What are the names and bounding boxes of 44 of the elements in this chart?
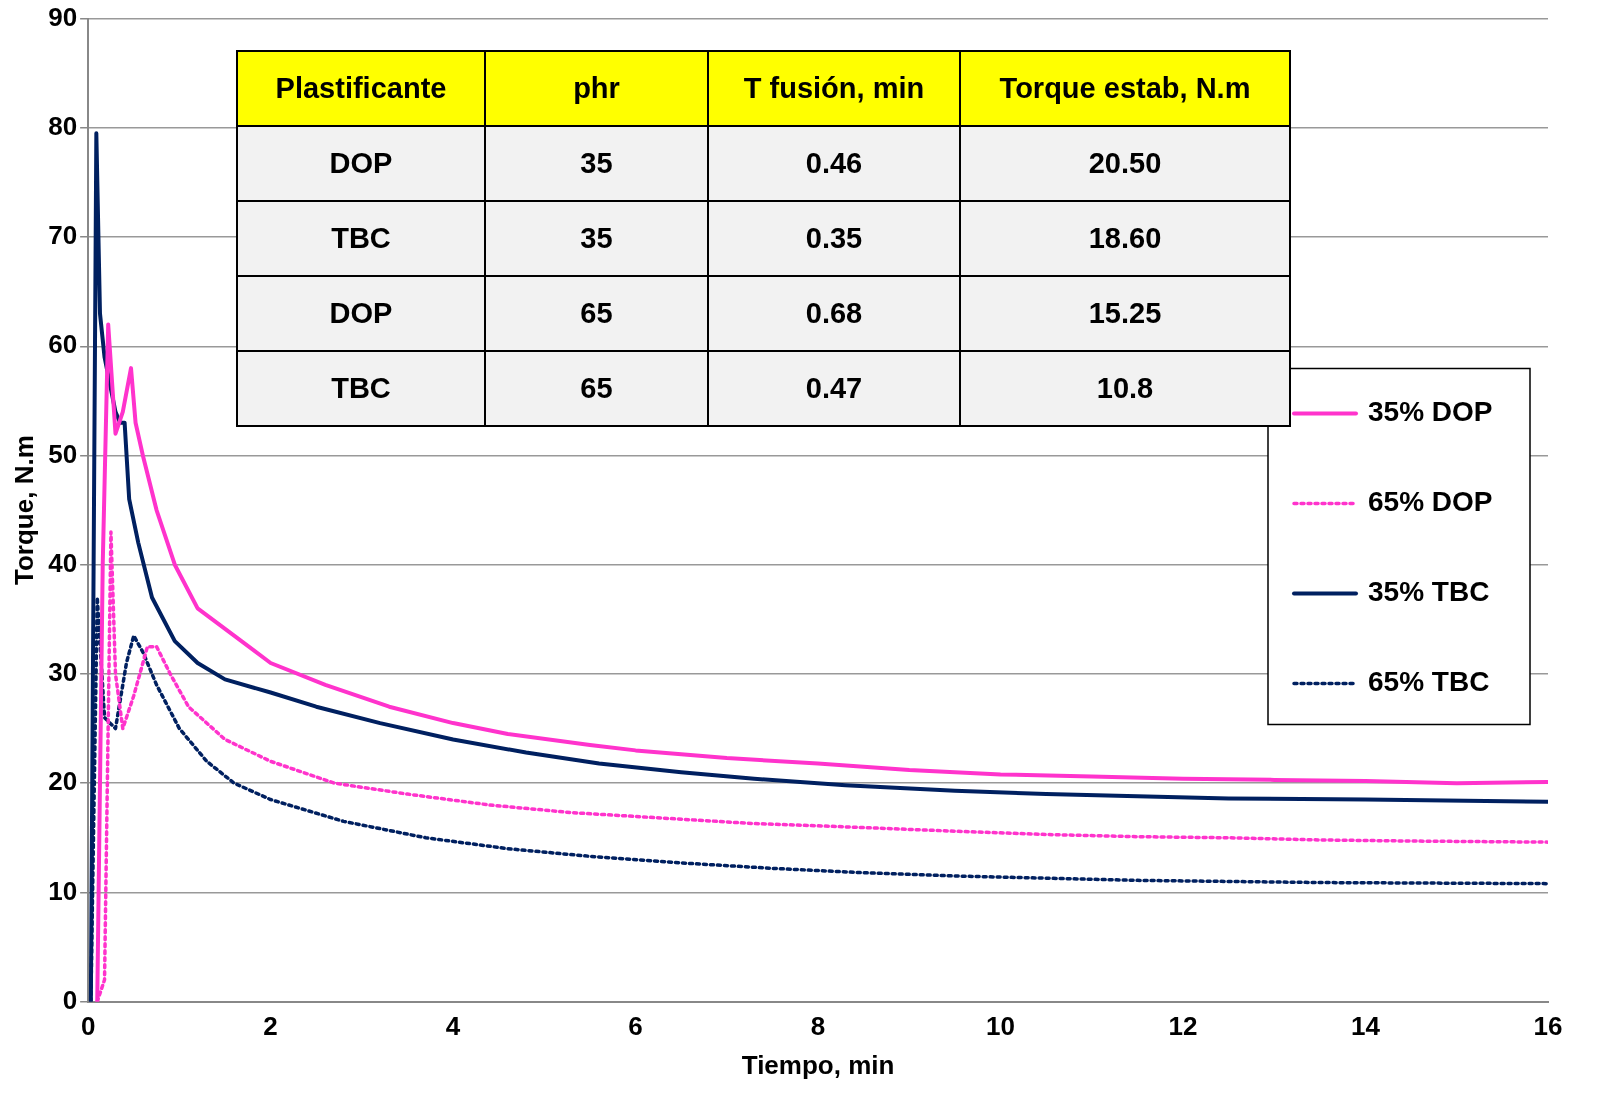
y-tick-label: 70 [48,220,78,251]
y-tick-label: 60 [48,329,78,360]
x-tick-label: 12 [1168,1011,1198,1042]
annotation: 0.46 [708,126,960,201]
x-tick-label: 10 [986,1011,1016,1042]
annotation: TBC [237,351,485,426]
x-axis-title: Tiempo, min [741,1049,895,1080]
legend-label: 65% TBC [1368,666,1490,698]
y-tick-label: 50 [48,438,78,469]
annotation: DOP [237,126,485,201]
annotation: 35 [485,126,708,201]
annotation: 35 [485,201,708,276]
x-tick-label: 6 [628,1011,643,1042]
annotation: 20.50 [960,126,1290,201]
legend-label: 35% TBC [1368,576,1490,608]
annotation: phr [485,51,708,126]
annotation: 0.35 [708,201,960,276]
annotation: 18.60 [960,201,1290,276]
x-tick-label: 2 [263,1011,278,1042]
x-tick-label: 16 [1533,1011,1563,1042]
annotation: 65 [485,276,708,351]
y-tick-label: 10 [48,875,78,906]
annotation: T fusión, min [708,51,960,126]
y-tick-label: 30 [48,657,78,688]
legend-label: 65% DOP [1368,486,1493,518]
annotation: TBC [237,201,485,276]
annotation: Torque estab, N.m [960,51,1290,126]
legend-label: 35% DOP [1368,396,1493,428]
y-tick-label: 40 [48,547,78,578]
annotation: 0.68 [708,276,960,351]
x-tick-label: 14 [1351,1011,1381,1042]
annotation: Plastificante [237,51,485,126]
y-axis-title: Torque, N.m [8,435,39,585]
annotation: 10.8 [960,351,1290,426]
x-tick-label: 4 [445,1011,461,1042]
y-tick-label: 20 [48,766,78,797]
annotation: 15.25 [960,276,1290,351]
y-tick-label: 90 [48,1,78,32]
y-tick-label: 80 [48,110,78,141]
x-tick-label: 8 [810,1011,826,1042]
annotation: DOP [237,276,485,351]
annotation: 65 [485,351,708,426]
y-tick-label: 0 [62,984,78,1015]
annotation: 0.47 [708,351,960,426]
